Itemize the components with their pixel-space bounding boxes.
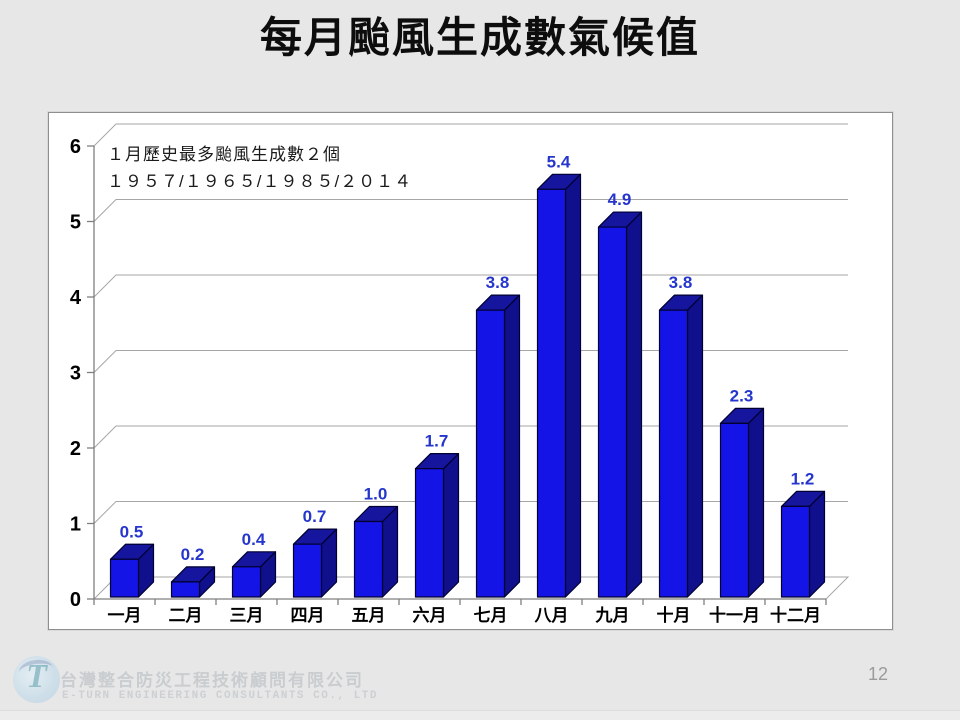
bar xyxy=(292,543,323,598)
e-turn-logo-icon: T xyxy=(13,656,60,703)
y-tick-label: 5 xyxy=(70,212,81,234)
bar-value-label: 0.2 xyxy=(181,545,205,564)
bar xyxy=(170,581,201,598)
x-tick-label: 九月 xyxy=(595,606,630,625)
bar-side-face xyxy=(747,407,765,598)
bar xyxy=(231,566,262,598)
bar xyxy=(780,505,811,598)
bar xyxy=(719,422,750,598)
x-tick-label: 十月 xyxy=(657,605,691,625)
bar-value-label: 4.9 xyxy=(608,190,632,209)
bar-side-face xyxy=(625,211,643,598)
x-tick-label: 十二月 xyxy=(770,605,821,625)
bar xyxy=(414,468,445,598)
bar xyxy=(536,188,567,598)
gridline xyxy=(93,199,848,222)
x-tick-label: 四月 xyxy=(291,606,325,625)
y-tick-label: 0 xyxy=(70,589,81,611)
bar-side-face xyxy=(503,294,521,598)
y-tick-label: 4 xyxy=(70,287,82,309)
gridline xyxy=(93,350,848,373)
logo-letter: T xyxy=(26,658,47,695)
footer-company-name-en: E-TURN ENGINEERING CONSULTANTS CO., LTD xyxy=(62,690,378,702)
x-tick-label: 八月 xyxy=(535,606,569,625)
bar-value-label: 1.2 xyxy=(791,469,815,488)
bar-side-face xyxy=(808,490,826,598)
gridline xyxy=(93,274,848,298)
y-tick-label: 3 xyxy=(70,363,81,385)
bottom-strip xyxy=(0,710,960,720)
x-tick-label: 七月 xyxy=(474,606,508,625)
bar-value-label: 3.8 xyxy=(486,273,510,292)
x-tick-label: 二月 xyxy=(169,606,203,625)
bar-value-label: 3.8 xyxy=(669,273,693,292)
bar-value-label: 0.5 xyxy=(120,522,144,541)
chart-annotation: １月歷史最多颱風生成數２個 １９５７/１９６５/１９８５/２０１４ xyxy=(107,141,412,195)
bar-value-label: 2.3 xyxy=(730,386,754,405)
bar-value-label: 0.7 xyxy=(303,507,327,526)
footer-company-name-zh: 台灣整合防災工程技術顧問有限公司 xyxy=(60,671,364,690)
bar-side-face xyxy=(564,173,582,598)
x-tick-label: 一月 xyxy=(108,606,142,625)
bar xyxy=(658,309,689,598)
annotation-line-1: １月歷史最多颱風生成數２個 xyxy=(107,145,341,164)
y-tick-label: 2 xyxy=(70,438,81,460)
bar xyxy=(353,520,384,598)
bar-side-face xyxy=(442,453,460,598)
bar xyxy=(109,558,140,598)
bar-value-label: 1.0 xyxy=(364,485,388,504)
typhoon-monthly-bar-chart: 0 1 2 3 4 5 6 0.5 一月 0.2 二月 0.4 三月 0.7 四月 1.0 五月 1.7 六月 3.8… xyxy=(70,123,850,625)
annotation-line-2: １９５７/１９６５/１９８５/２０１４ xyxy=(107,172,413,191)
x-tick-label: 五月 xyxy=(352,606,386,625)
y-tick-label: 6 xyxy=(70,136,81,158)
footer: T 台灣整合防災工程技術顧問有限公司 E-TURN ENGINEERING CO… xyxy=(0,652,960,712)
bar-value-label: 5.4 xyxy=(547,152,571,171)
y-tick-label: 1 xyxy=(70,514,81,536)
page-number: 12 xyxy=(868,664,889,684)
x-tick-label: 十一月 xyxy=(709,605,760,625)
bar xyxy=(597,226,628,598)
bar-side-face xyxy=(686,294,704,598)
bar-value-label: 1.7 xyxy=(425,432,449,451)
chart-frame: 0 1 2 3 4 5 6 0.5 一月 0.2 二月 0.4 三月 0.7 四月 1.0 五月 1.7 六月 3.8… xyxy=(48,112,893,630)
x-tick-label: 三月 xyxy=(230,606,264,625)
bar-value-label: 0.4 xyxy=(242,530,266,549)
bar xyxy=(475,309,506,598)
gridline xyxy=(93,123,848,147)
slide-title: 每月颱風生成數氣候值 xyxy=(259,14,700,61)
x-tick-label: 六月 xyxy=(413,605,447,625)
